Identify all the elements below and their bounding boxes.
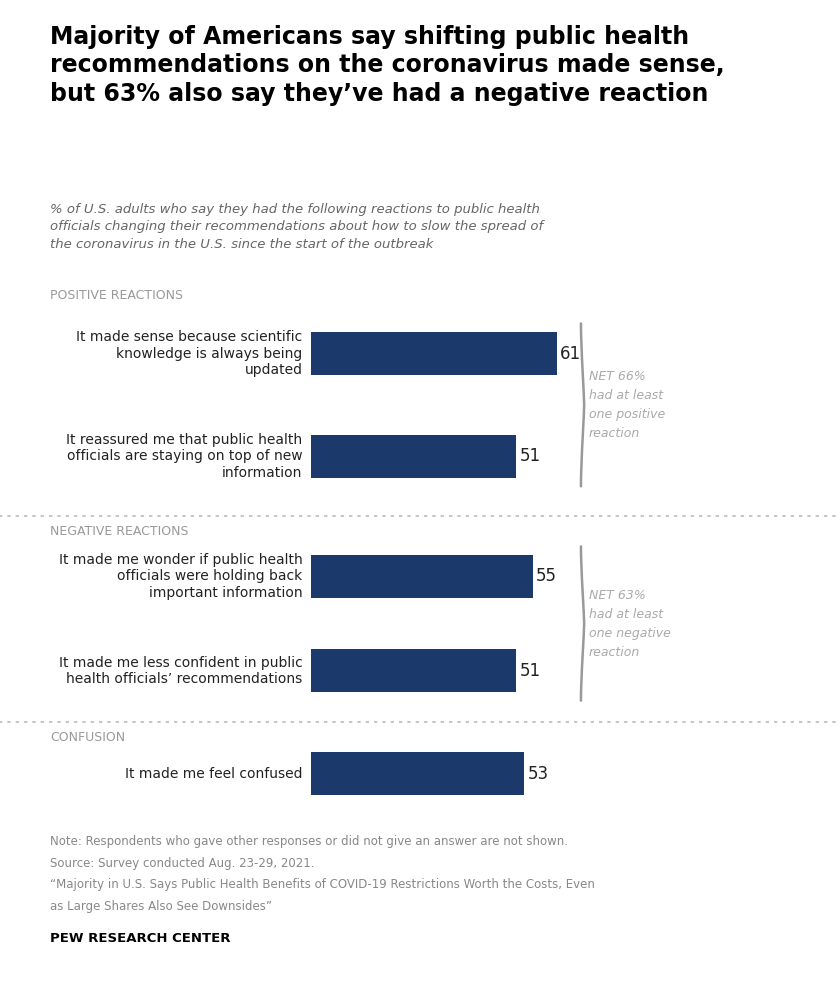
- Bar: [311, 435, 517, 478]
- Text: POSITIVE REACTIONS: POSITIVE REACTIONS: [50, 289, 183, 302]
- Text: Note: Respondents who gave other responses or did not give an answer are not sho: Note: Respondents who gave other respons…: [50, 835, 569, 848]
- Text: NET 63%
had at least
one negative
reaction: NET 63% had at least one negative reacti…: [589, 589, 671, 659]
- Text: % of U.S. adults who say they had the following reactions to public health
offic: % of U.S. adults who say they had the fo…: [50, 203, 543, 251]
- Bar: [311, 649, 517, 693]
- Text: PEW RESEARCH CENTER: PEW RESEARCH CENTER: [50, 932, 231, 945]
- Text: as Large Shares Also See Downsides”: as Large Shares Also See Downsides”: [50, 900, 272, 913]
- Text: Majority of Americans say shifting public health
recommendations on the coronavi: Majority of Americans say shifting publi…: [50, 25, 725, 106]
- Text: NET 66%
had at least
one positive
reaction: NET 66% had at least one positive reacti…: [589, 370, 665, 440]
- Text: It made me feel confused: It made me feel confused: [125, 767, 302, 781]
- Text: 53: 53: [528, 765, 549, 782]
- Text: NEGATIVE REACTIONS: NEGATIVE REACTIONS: [50, 525, 189, 537]
- Text: It made me wonder if public health
officials were holding back
important informa: It made me wonder if public health offic…: [59, 553, 302, 600]
- Bar: [311, 752, 524, 795]
- Bar: [311, 332, 557, 374]
- Text: 51: 51: [520, 448, 541, 465]
- Text: 61: 61: [560, 345, 581, 363]
- Text: Source: Survey conducted Aug. 23-29, 2021.: Source: Survey conducted Aug. 23-29, 202…: [50, 857, 315, 869]
- Text: It reassured me that public health
officials are staying on top of new
informati: It reassured me that public health offic…: [66, 433, 302, 479]
- Text: It made sense because scientific
knowledge is always being
updated: It made sense because scientific knowled…: [76, 330, 302, 376]
- Text: “Majority in U.S. Says Public Health Benefits of COVID-19 Restrictions Worth the: “Majority in U.S. Says Public Health Ben…: [50, 878, 596, 891]
- Text: CONFUSION: CONFUSION: [50, 731, 125, 744]
- Text: 51: 51: [520, 662, 541, 680]
- Bar: [311, 555, 533, 598]
- Text: 55: 55: [536, 567, 557, 585]
- Text: It made me less confident in public
health officials’ recommendations: It made me less confident in public heal…: [59, 656, 302, 686]
